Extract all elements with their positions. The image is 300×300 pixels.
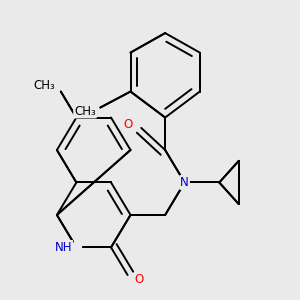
Text: O: O	[134, 273, 144, 286]
Text: CH₃: CH₃	[33, 79, 55, 92]
Text: O: O	[124, 118, 133, 130]
Text: NH: NH	[55, 241, 72, 254]
Text: N: N	[180, 176, 189, 189]
Text: CH₃: CH₃	[74, 104, 96, 118]
